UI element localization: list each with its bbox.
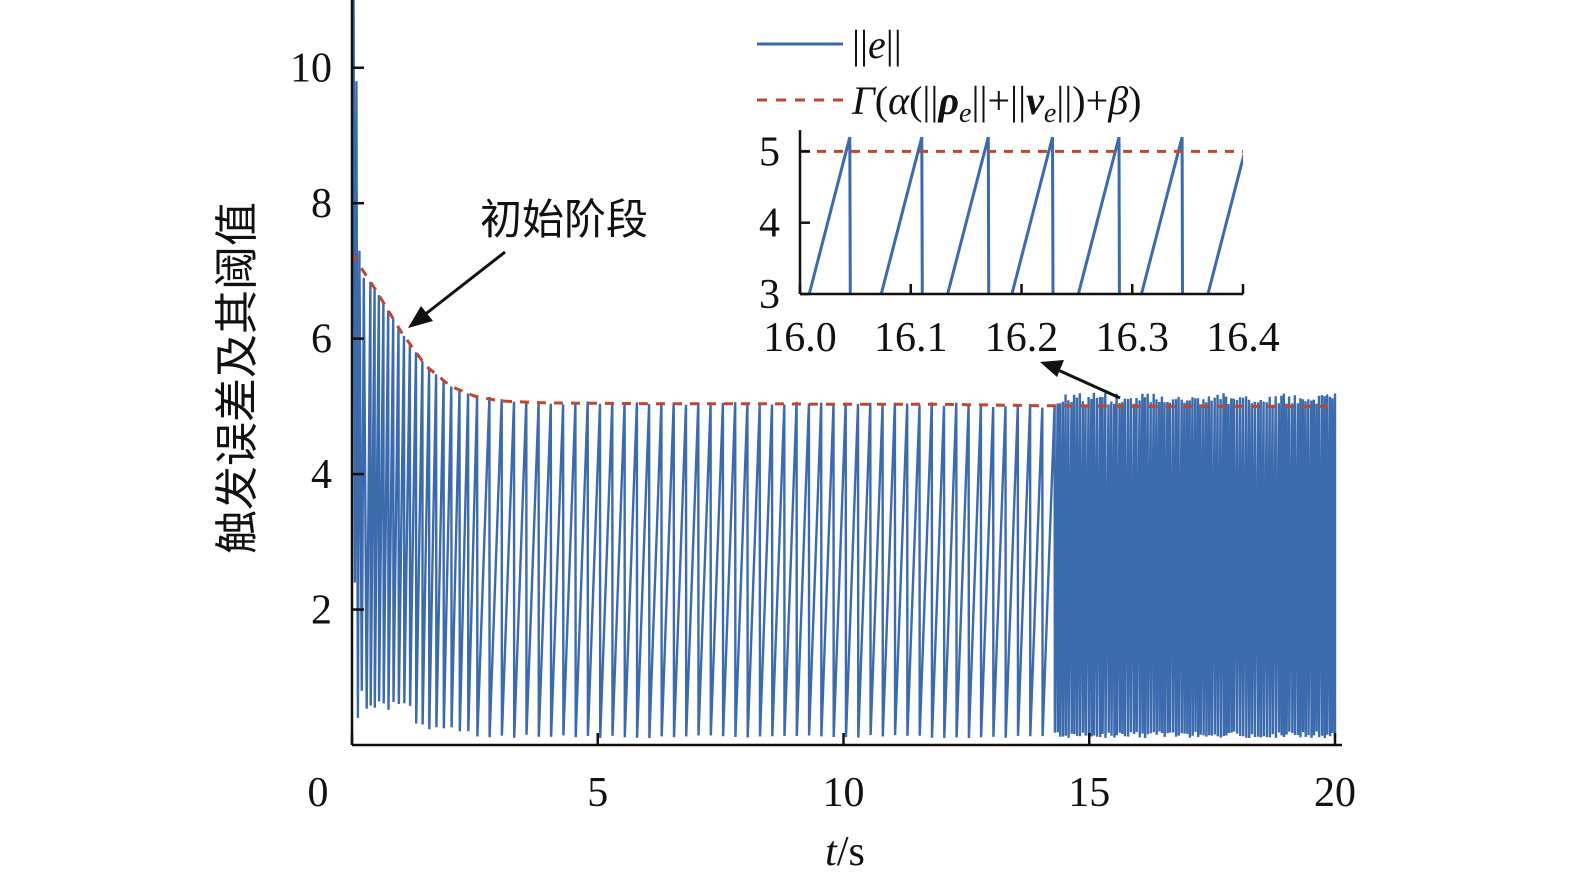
- annotation-initial-stage: 初始阶段: [480, 195, 648, 244]
- inset-series-e-line: [807, 136, 1243, 294]
- inset-plot-area: [800, 136, 1243, 294]
- x-tick-label: 5: [587, 770, 608, 816]
- inset-y-tick-label: 3: [759, 272, 780, 318]
- y-tick-label: 10: [290, 46, 332, 92]
- x-axis-ticks: 0 5 10 15 20: [308, 733, 1356, 816]
- annotation-arrow-head: [408, 306, 433, 328]
- inset-y-axis-ticks: 3 4 5: [759, 129, 810, 318]
- annotation-arrow-line: [422, 250, 506, 318]
- inset-x-tick-label: 16.4: [1206, 315, 1280, 361]
- legend-label-threshold: Γ(α(||ρe||+||ve||)+β): [851, 78, 1141, 129]
- series-e-line: [352, 0, 1337, 739]
- inset-connector-arrow-head: [1040, 360, 1064, 377]
- x-tick-label: 10: [823, 770, 865, 816]
- y-tick-label: 6: [311, 317, 332, 363]
- inset-x-axis-ticks: 16.0 16.1 16.2 16.3 16.4: [763, 284, 1280, 361]
- y-axis-ticks: 2 4 6 8 10: [290, 46, 364, 634]
- inset-x-tick-label: 16.1: [874, 315, 948, 361]
- inset-x-tick-label: 16.3: [1096, 315, 1170, 361]
- y-tick-label: 4: [311, 452, 332, 498]
- x-tick-label: 0: [308, 770, 329, 816]
- x-tick-label: 20: [1314, 770, 1356, 816]
- inset-connector-line: [1057, 368, 1121, 400]
- series-threshold-line: [352, 253, 1335, 408]
- y-axis-title: 触发误差及其阈值: [212, 202, 263, 554]
- legend-label-e: ||e||: [852, 22, 902, 67]
- inset-y-tick-label: 4: [759, 201, 780, 247]
- y-tick-label: 2: [311, 588, 332, 634]
- legend: ||e|| Γ(α(||ρe||+||ve||)+β): [757, 22, 1141, 129]
- inset-y-tick-label: 5: [759, 129, 780, 175]
- x-axis-title: t/s: [825, 829, 865, 875]
- inset-x-tick-label: 16.2: [985, 315, 1059, 361]
- main-plot-area: [352, 0, 1337, 739]
- inset-x-tick-label: 16.0: [763, 315, 837, 361]
- x-tick-label: 15: [1068, 770, 1110, 816]
- inset-background: [800, 130, 1243, 294]
- inset-plot: 16.0 16.1 16.2 16.3 16.4 3 4 5: [759, 129, 1280, 361]
- y-tick-label: 8: [311, 181, 332, 227]
